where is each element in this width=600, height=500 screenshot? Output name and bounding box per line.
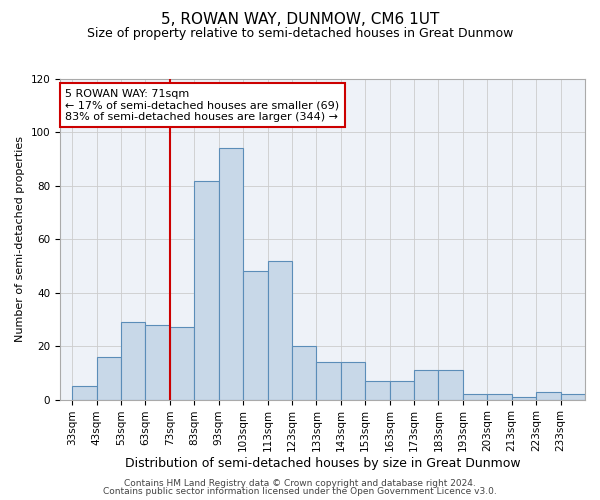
Bar	[439, 370, 463, 400]
Bar	[194, 180, 219, 400]
X-axis label: Distribution of semi-detached houses by size in Great Dunmow: Distribution of semi-detached houses by …	[125, 457, 520, 470]
Bar	[536, 392, 560, 400]
Bar	[365, 381, 389, 400]
Bar	[341, 362, 365, 400]
Text: Contains public sector information licensed under the Open Government Licence v3: Contains public sector information licen…	[103, 487, 497, 496]
Bar	[72, 386, 97, 400]
Bar	[219, 148, 243, 400]
Bar	[560, 394, 585, 400]
Bar	[389, 381, 414, 400]
Bar	[97, 357, 121, 400]
Bar	[512, 397, 536, 400]
Bar	[463, 394, 487, 400]
Bar	[292, 346, 316, 400]
Bar	[243, 272, 268, 400]
Bar	[268, 260, 292, 400]
Bar	[145, 325, 170, 400]
Text: 5 ROWAN WAY: 71sqm
← 17% of semi-detached houses are smaller (69)
83% of semi-de: 5 ROWAN WAY: 71sqm ← 17% of semi-detache…	[65, 88, 340, 122]
Y-axis label: Number of semi-detached properties: Number of semi-detached properties	[15, 136, 25, 342]
Bar	[487, 394, 512, 400]
Text: 5, ROWAN WAY, DUNMOW, CM6 1UT: 5, ROWAN WAY, DUNMOW, CM6 1UT	[161, 12, 439, 28]
Bar	[170, 328, 194, 400]
Text: Size of property relative to semi-detached houses in Great Dunmow: Size of property relative to semi-detach…	[87, 28, 513, 40]
Bar	[414, 370, 439, 400]
Bar	[316, 362, 341, 400]
Text: Contains HM Land Registry data © Crown copyright and database right 2024.: Contains HM Land Registry data © Crown c…	[124, 478, 476, 488]
Bar	[121, 322, 145, 400]
